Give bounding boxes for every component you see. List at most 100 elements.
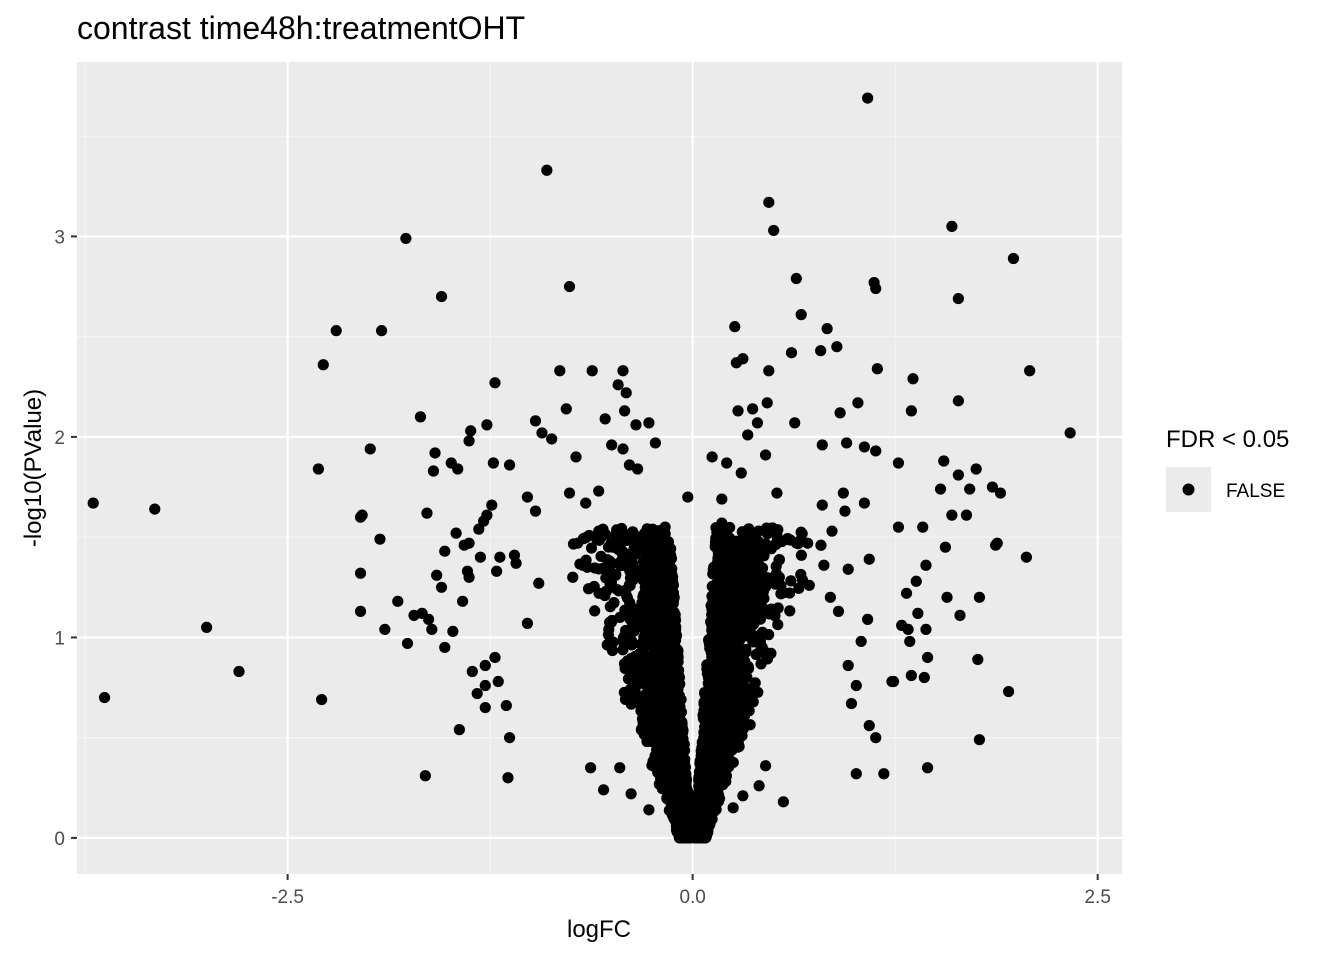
data-point [669,780,682,793]
data-point [593,485,605,497]
data-point [533,577,545,589]
data-point [862,92,874,104]
data-point [695,751,707,764]
data-point [586,365,598,377]
data-point [620,387,632,399]
data-point [624,579,636,592]
legend-key-point [1182,483,1195,496]
data-point [692,808,704,820]
data-point [658,759,670,771]
data-point [718,560,730,572]
data-point [431,569,443,581]
data-point [824,591,836,603]
data-point [907,373,919,385]
data-point [753,780,765,792]
data-point [1064,427,1076,439]
y-tick-label: 1 [54,628,65,649]
data-point [795,549,807,561]
data-point [816,439,828,451]
data-point [716,517,728,529]
data-point [419,770,431,782]
data-point [842,563,854,575]
data-point [585,542,598,554]
data-point [721,581,733,593]
data-point [970,463,982,475]
data-point [656,727,668,740]
data-point [704,741,717,753]
data-point [617,443,629,455]
data-point [619,405,631,417]
data-point [858,497,870,509]
data-point [659,521,671,533]
data-point [625,694,637,706]
data-point [625,531,637,543]
data-point [707,617,719,629]
data-point [643,634,655,646]
data-point [606,439,618,451]
data-point [546,433,558,445]
data-point [439,641,451,654]
data-point [635,705,647,717]
data-point [845,697,858,710]
data-point [850,679,862,692]
data-point [429,447,441,459]
data-point [463,435,475,447]
data-point [735,540,747,552]
y-axis-title: -log10(PValue) [20,389,47,547]
data-point [716,710,729,722]
data-point [756,562,769,574]
data-point [842,659,854,672]
data-point [655,778,667,790]
data-point [732,405,744,417]
data-point [379,623,391,635]
data-point [707,580,719,592]
data-point [635,693,647,706]
data-point [837,487,849,499]
data-point [613,585,625,597]
data-point [510,557,522,569]
data-point [653,579,665,591]
data-point [606,644,619,657]
data-point [878,768,890,780]
major-gridlines [77,62,1122,874]
data-point [624,565,636,577]
data-point [560,403,572,415]
data-point [756,626,769,638]
data-point [672,664,685,676]
data-point [541,164,553,176]
data-point [452,463,464,475]
data-point [614,762,626,774]
data-point [744,719,756,731]
data-point [635,724,648,736]
data-point [756,641,768,653]
data-point [920,623,932,635]
data-point [759,760,772,772]
data-point [775,588,787,600]
data-point [601,554,614,566]
data-point [502,772,514,784]
data-point [648,605,660,617]
data-point [852,397,864,409]
data-point [850,768,862,780]
data-point [729,592,741,605]
data-point [672,718,685,730]
data-point [902,623,914,635]
data-point [554,365,566,377]
data-point [839,505,851,517]
data-point [655,646,668,658]
data-point [773,553,785,566]
data-point [986,481,998,493]
data-point [87,497,99,509]
data-point [317,359,329,371]
data-point [715,745,727,757]
data-point [529,505,542,517]
data-point [826,525,838,537]
data-point [871,363,883,375]
data-point [439,545,451,557]
data-point [730,570,742,583]
data-point [435,290,448,303]
data-point [777,796,789,808]
legend-title: FDR < 0.05 [1166,426,1289,453]
data-point [486,499,498,511]
data-point [710,628,722,640]
